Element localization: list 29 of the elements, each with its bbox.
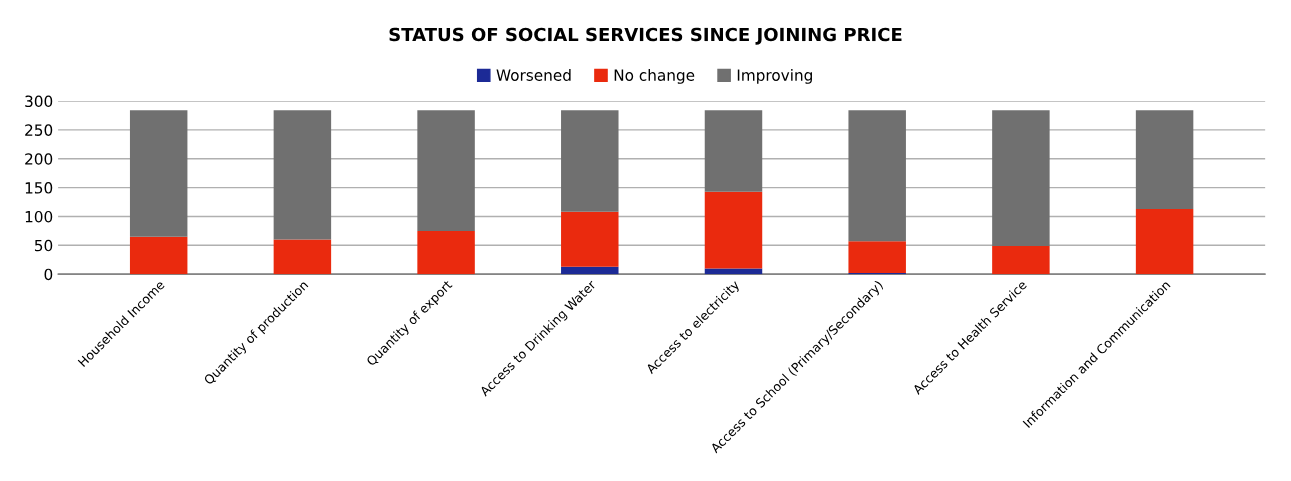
- bar: [1135, 110, 1194, 209]
- bar: [992, 110, 1050, 246]
- bar: [129, 110, 188, 237]
- legend-label: Worsened: [496, 69, 571, 81]
- bar: [273, 239, 332, 275]
- bar: [704, 191, 763, 269]
- bar: [417, 110, 475, 231]
- bar: [561, 211, 619, 267]
- legend-label: No change: [614, 69, 695, 84]
- bar: [417, 230, 475, 275]
- bar: [561, 110, 619, 212]
- y-tick-label: 150: [25, 182, 53, 194]
- chart-title: STATUS OF SOCIAL SERVICES SINCE JOINING PRICE: [389, 27, 902, 45]
- bar: [848, 241, 906, 274]
- y-tick-label: 100: [25, 210, 53, 223]
- bar: [848, 110, 906, 242]
- bar: [561, 266, 619, 275]
- y-tick-label: 0: [44, 268, 53, 281]
- legend-label: Improving: [737, 69, 812, 84]
- y-tick-label: 300: [25, 95, 53, 108]
- y-tick-label: 50: [34, 239, 53, 252]
- y-tick-label: 200: [25, 153, 53, 165]
- bar: [704, 110, 763, 192]
- y-tick-label: 250: [25, 124, 53, 136]
- bar: [992, 245, 1050, 275]
- bar: [129, 236, 188, 275]
- bar: [1135, 208, 1194, 275]
- bar: [704, 268, 763, 275]
- bar: [273, 110, 332, 240]
